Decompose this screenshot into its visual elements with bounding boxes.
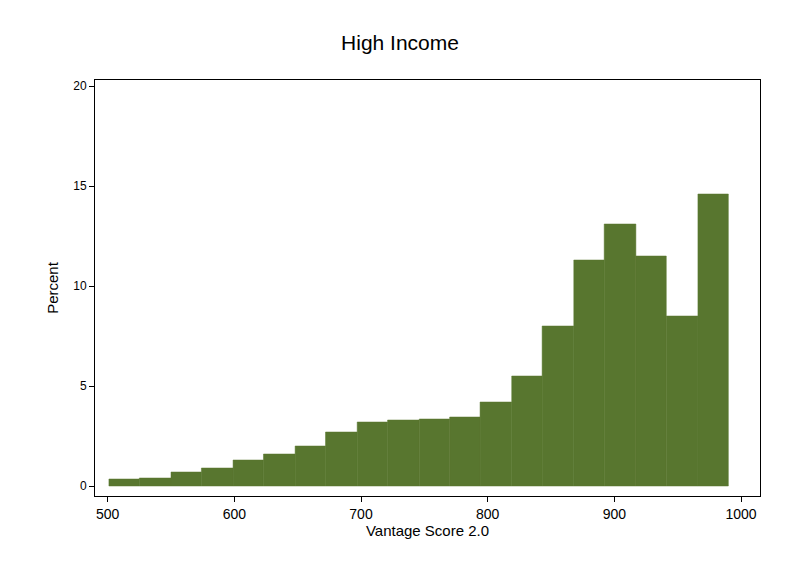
- svg-text:Percent: Percent: [44, 261, 61, 314]
- svg-text:20: 20: [73, 79, 87, 93]
- svg-text:900: 900: [603, 506, 627, 522]
- svg-text:Vantage Score 2.0: Vantage Score 2.0: [366, 522, 489, 539]
- svg-text:600: 600: [223, 506, 247, 522]
- svg-text:500: 500: [96, 506, 120, 522]
- svg-text:1000: 1000: [725, 506, 756, 522]
- svg-text:800: 800: [476, 506, 500, 522]
- svg-text:High Income: High Income: [341, 31, 459, 54]
- svg-text:15: 15: [73, 179, 87, 193]
- svg-text:10: 10: [73, 279, 87, 293]
- svg-text:5: 5: [80, 379, 87, 393]
- svg-text:0: 0: [80, 479, 87, 493]
- svg-text:700: 700: [349, 506, 373, 522]
